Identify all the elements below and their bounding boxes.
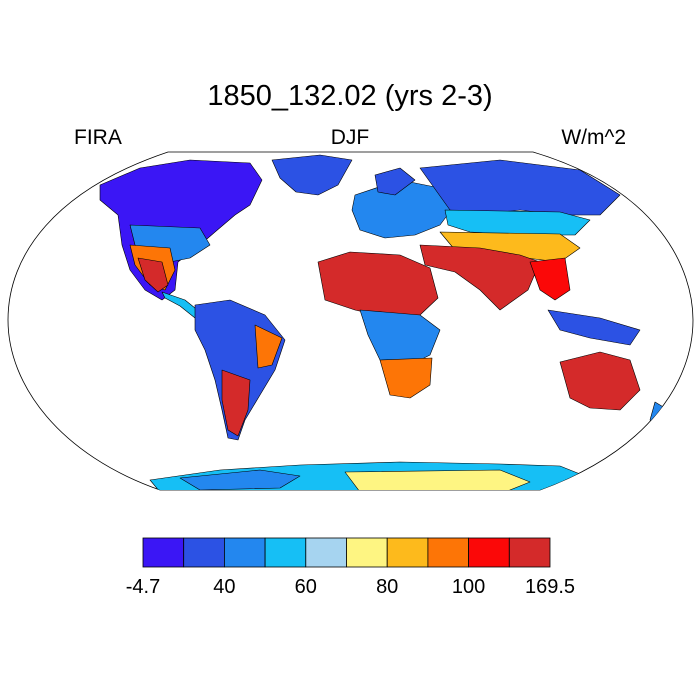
colorbar-tick-label: 100 xyxy=(451,576,486,598)
colorbar-swatch xyxy=(468,537,510,568)
indonesia xyxy=(547,309,641,346)
colorbar-tick-label: 60 xyxy=(294,576,317,598)
colorbar-swatch xyxy=(386,537,429,568)
middle-east-india xyxy=(419,244,541,311)
colorbar-tick-label: -4.7 xyxy=(125,576,161,598)
africa-south xyxy=(379,357,433,399)
colorbar-swatch xyxy=(427,537,469,568)
africa-north xyxy=(317,251,439,319)
antarctica-west xyxy=(179,469,301,490)
colorbar-tick-label: 169.5 xyxy=(524,576,576,598)
colorbar-tick-label: 40 xyxy=(213,576,236,598)
colorbar-swatch xyxy=(142,537,185,568)
antarctica-plateau xyxy=(344,469,531,490)
variable-label: FIRA xyxy=(74,126,122,149)
scandinavia xyxy=(374,167,416,196)
australia xyxy=(559,351,641,411)
europe xyxy=(351,179,456,239)
colorbar-swatch xyxy=(508,537,551,568)
south-america-east xyxy=(254,324,283,369)
colorbar-swatch xyxy=(346,537,388,568)
colorbar-swatch xyxy=(264,537,307,568)
map-title: 1850_132.02 (yrs 2-3) xyxy=(207,80,493,112)
mexico xyxy=(137,257,169,293)
colorbar-tick-label: 80 xyxy=(376,576,399,598)
patagonia xyxy=(221,369,251,437)
season-label: DJF xyxy=(330,126,370,149)
colorbar-swatch xyxy=(223,537,266,568)
units-label: W/m^2 xyxy=(561,126,626,149)
greenland xyxy=(271,154,353,196)
colorbar-swatch xyxy=(183,537,225,568)
colorbar-swatch xyxy=(305,537,347,568)
southeast-asia xyxy=(529,257,571,301)
